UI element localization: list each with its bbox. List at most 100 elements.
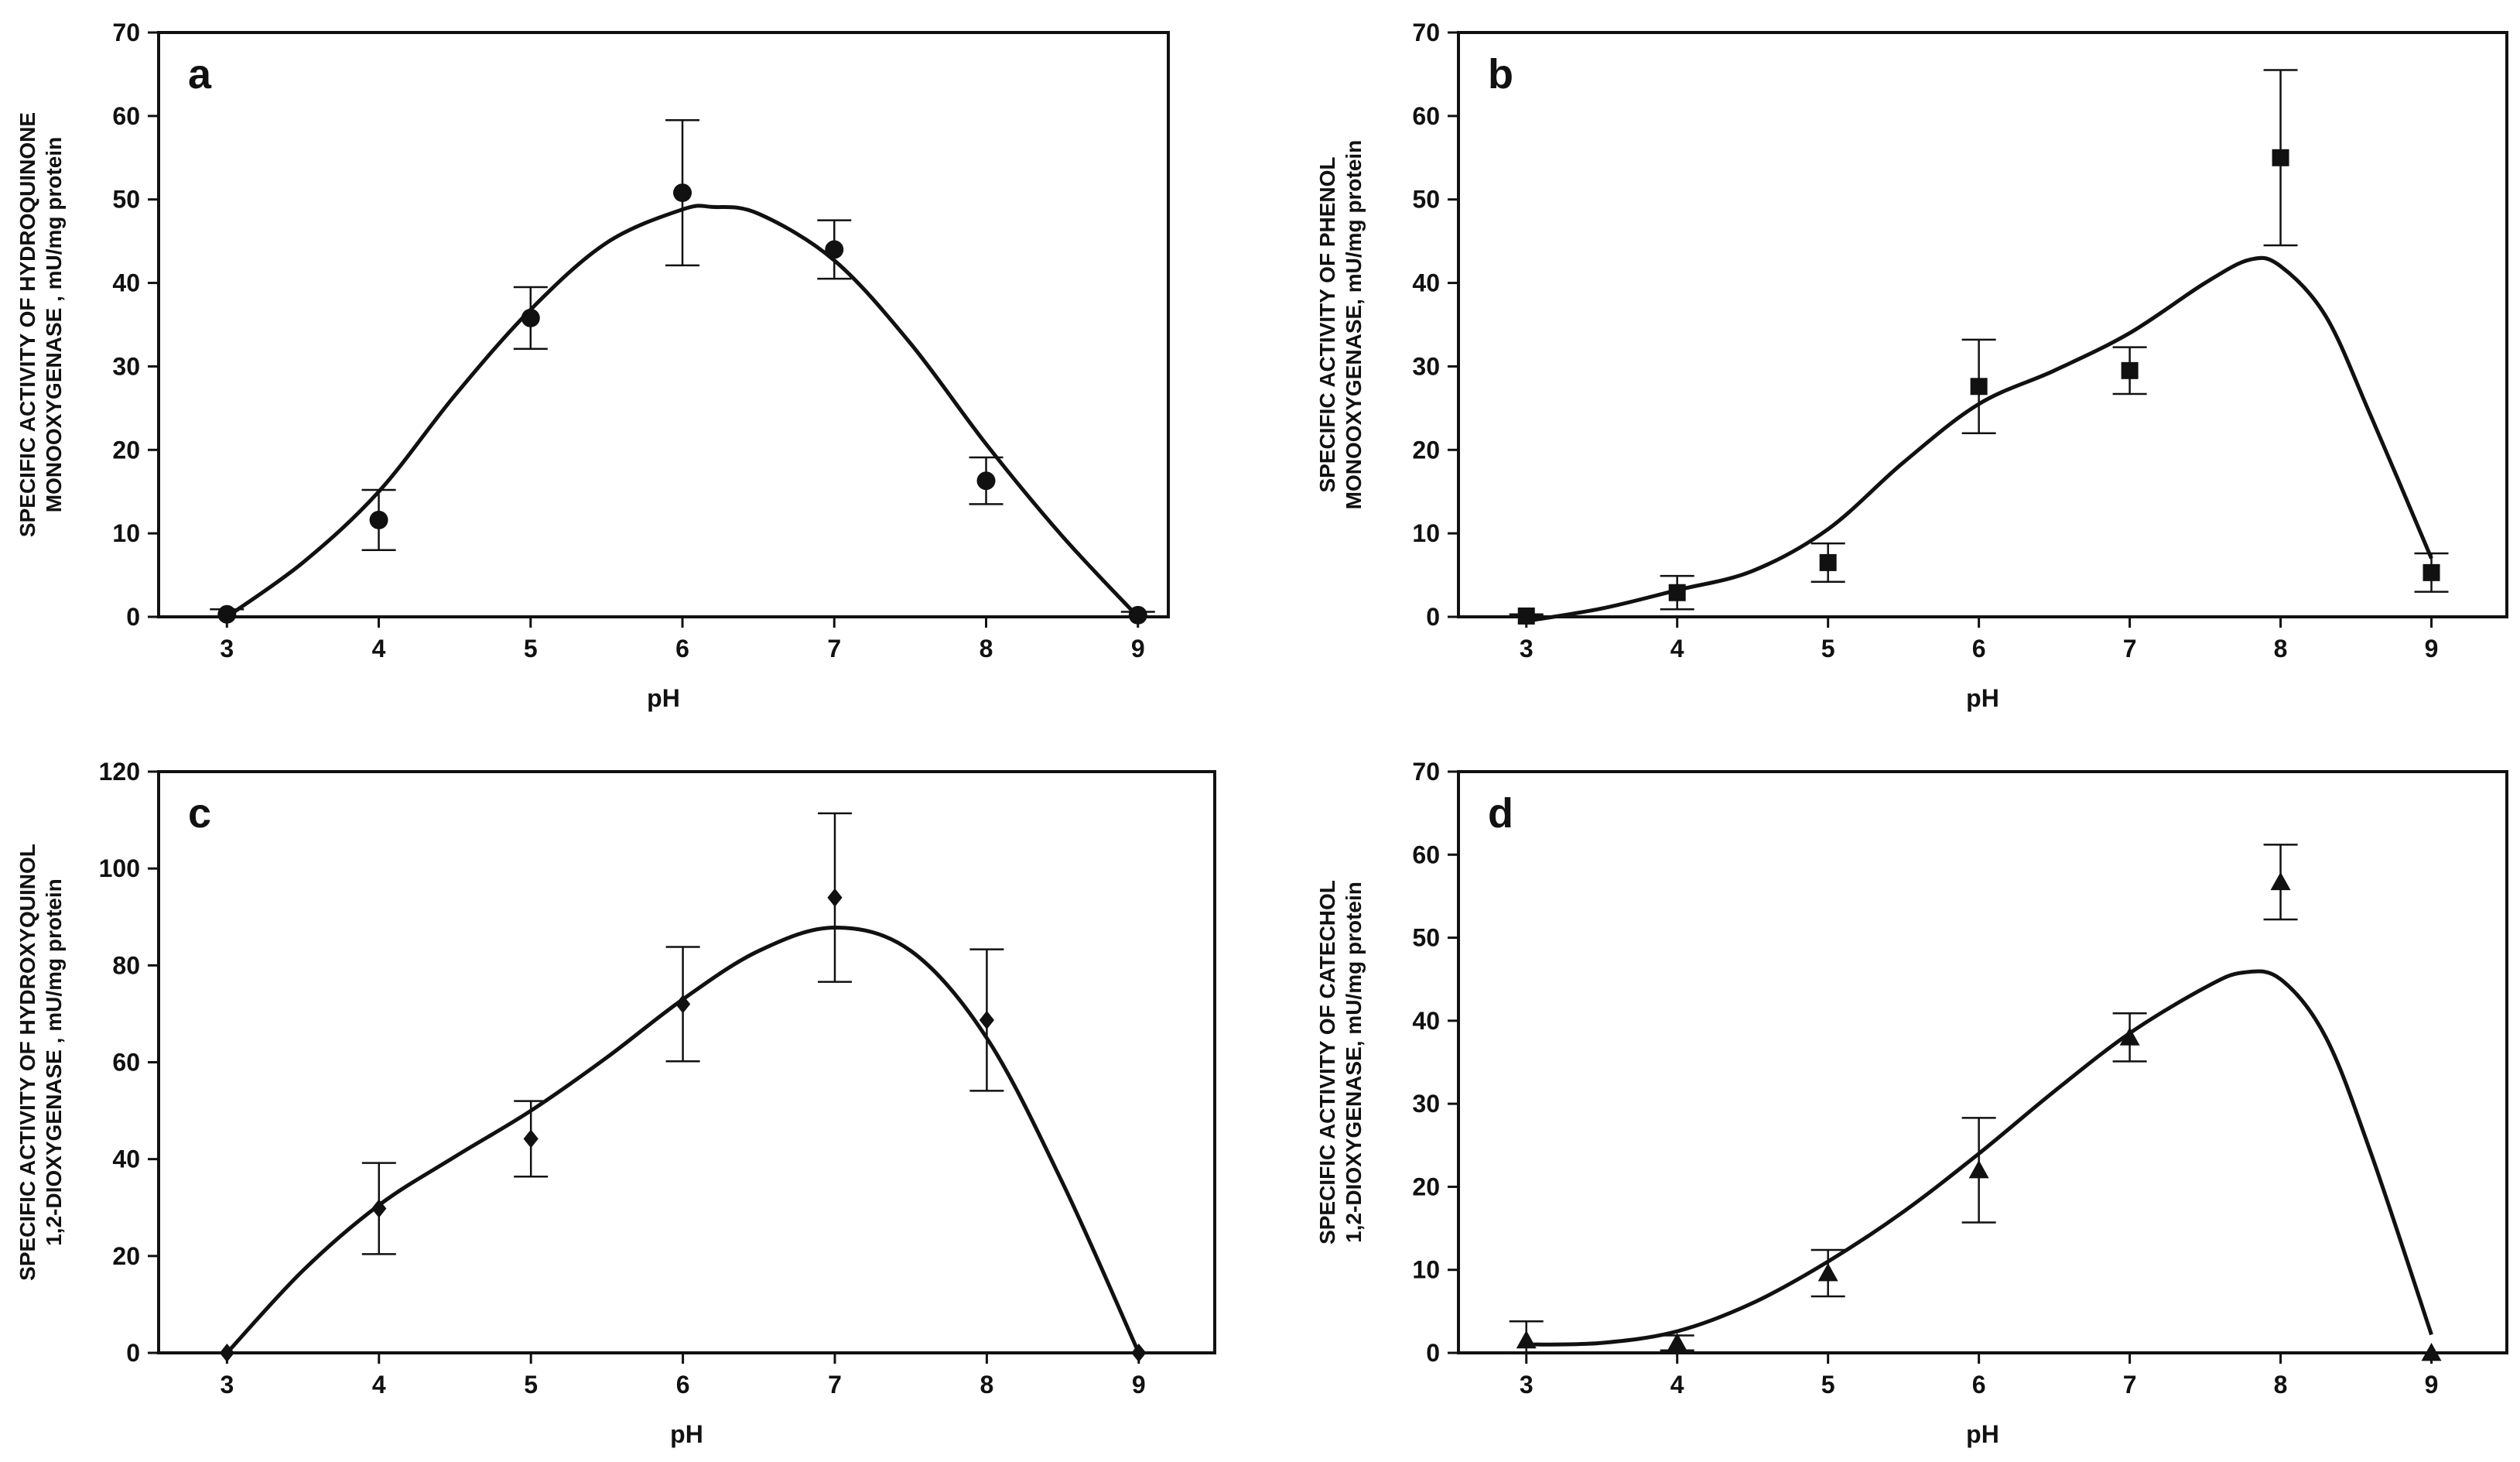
y-axis-label-line: MONOOXYGENASE, mU/mg protein bbox=[1342, 140, 1366, 510]
data-point bbox=[2421, 1343, 2442, 1361]
x-tick-label: 4 bbox=[372, 635, 386, 663]
data-point bbox=[1131, 1344, 1147, 1362]
data-point bbox=[1516, 1330, 1537, 1349]
panel-a: 3 4 5 6 7 8 9 0 10 20 30 40 50 60 70 pH SPECIFIC ACTIVIT… bbox=[15, 19, 1170, 712]
x-tick-label: 3 bbox=[1520, 1371, 1534, 1399]
data-point bbox=[673, 183, 692, 203]
y-tick-label: 20 bbox=[1412, 1173, 1440, 1200]
panel-letter: b bbox=[1488, 51, 1513, 98]
panel-b: 3 4 5 6 7 8 9 0 10 20 30 40 50 60 70 pH SPECIFIC ACTIVIT… bbox=[1315, 19, 2508, 712]
y-axis-label-line: 1,2-DIOXYGENASE, mU/mg protein bbox=[1342, 882, 1366, 1243]
x-tick-label: 4 bbox=[1670, 635, 1684, 663]
data-point bbox=[371, 1199, 387, 1218]
panel-c: 3 4 5 6 7 8 9 0 20 40 60 80 100 120 pH SPECIFIC ACTIVIT… bbox=[15, 758, 1216, 1448]
data-point bbox=[2423, 563, 2440, 581]
y-tick-label: 40 bbox=[112, 269, 140, 297]
y-axis-label-line: SPECIFIC ACTIVITY OF PHENOL bbox=[1315, 156, 1339, 492]
y-tick-label: 0 bbox=[126, 603, 140, 631]
y-tick-label: 60 bbox=[1412, 841, 1440, 868]
y-tick-label: 60 bbox=[112, 102, 140, 130]
y-tick-label: 10 bbox=[1412, 1256, 1440, 1284]
data-point bbox=[2121, 361, 2139, 379]
x-tick-label: 5 bbox=[1821, 1371, 1835, 1399]
x-tick-label: 7 bbox=[828, 1371, 842, 1399]
data-point bbox=[979, 1011, 994, 1030]
y-tick-label: 20 bbox=[1412, 436, 1440, 464]
x-tick-label: 6 bbox=[1972, 635, 1986, 663]
panel-letter: c bbox=[188, 790, 211, 837]
data-point bbox=[976, 471, 996, 491]
x-tick-label: 5 bbox=[1821, 635, 1835, 663]
data-point bbox=[2270, 871, 2291, 891]
y-tick-label: 30 bbox=[1412, 352, 1440, 380]
data-point bbox=[2119, 1027, 2140, 1046]
data-point bbox=[827, 888, 843, 907]
plot-frame bbox=[157, 31, 1170, 618]
y-tick-label: 50 bbox=[1412, 186, 1440, 214]
x-axis-label: pH bbox=[1966, 1420, 1999, 1448]
data-point bbox=[1128, 605, 1147, 625]
y-tick-label: 10 bbox=[112, 519, 140, 547]
y-tick-label: 20 bbox=[112, 436, 140, 464]
x-axis-label: pH bbox=[647, 684, 680, 712]
plot-frame bbox=[1457, 770, 2508, 1354]
data-point bbox=[1970, 378, 1988, 395]
y-tick-label: 30 bbox=[1412, 1090, 1440, 1118]
y-axis-label-line: SPECIFIC ACTIVITY OF HYDROQUINONE bbox=[15, 112, 39, 537]
data-point bbox=[1968, 1159, 1989, 1179]
y-tick-label: 40 bbox=[1412, 1007, 1440, 1035]
data-point bbox=[219, 1344, 234, 1362]
x-tick-label: 4 bbox=[372, 1371, 386, 1399]
x-tick-label: 9 bbox=[2425, 1371, 2439, 1399]
x-tick-label: 8 bbox=[980, 635, 993, 663]
data-point bbox=[825, 240, 844, 259]
y-tick-label: 0 bbox=[1426, 603, 1440, 631]
y-tick-label: 100 bbox=[99, 854, 140, 882]
y-tick-label: 40 bbox=[1412, 269, 1440, 297]
x-tick-label: 3 bbox=[1520, 635, 1534, 663]
data-point bbox=[369, 510, 388, 529]
data-point bbox=[1668, 584, 1686, 601]
x-tick-label: 7 bbox=[2123, 1371, 2137, 1399]
data-point bbox=[217, 604, 237, 624]
x-tick-label: 7 bbox=[827, 635, 841, 663]
y-tick-label: 60 bbox=[112, 1049, 140, 1077]
x-tick-label: 9 bbox=[1131, 635, 1145, 663]
y-tick-label: 40 bbox=[112, 1145, 140, 1173]
x-tick-label: 4 bbox=[1670, 1371, 1684, 1399]
x-tick-label: 9 bbox=[2425, 635, 2439, 663]
plot-frame bbox=[1457, 31, 2508, 618]
x-tick-label: 8 bbox=[980, 1371, 993, 1399]
y-axis-label-line: MONOOXYGENASE , mU/mg protein bbox=[42, 137, 66, 512]
y-tick-label: 0 bbox=[126, 1339, 140, 1367]
panel-letter: a bbox=[188, 51, 212, 98]
data-point bbox=[1667, 1333, 1687, 1351]
data-point bbox=[521, 308, 540, 327]
fit-curve bbox=[225, 204, 1140, 619]
y-tick-label: 50 bbox=[112, 186, 140, 214]
x-tick-label: 5 bbox=[524, 1371, 538, 1399]
y-tick-label: 20 bbox=[112, 1242, 140, 1270]
y-tick-label: 30 bbox=[112, 352, 140, 380]
x-tick-label: 6 bbox=[676, 1371, 690, 1399]
x-tick-label: 3 bbox=[220, 1371, 234, 1399]
data-point bbox=[1517, 607, 1535, 625]
y-axis-label-line: 1,2-DIOXYGENASE , mU/mg protein bbox=[42, 878, 66, 1246]
data-point bbox=[523, 1129, 539, 1149]
x-tick-label: 8 bbox=[2274, 1371, 2288, 1399]
data-point bbox=[1817, 1263, 1838, 1282]
y-tick-label: 120 bbox=[99, 758, 140, 786]
y-tick-label: 0 bbox=[1426, 1339, 1440, 1367]
y-tick-label: 70 bbox=[1412, 19, 1440, 46]
fit-curve bbox=[1526, 255, 2433, 623]
x-axis-label: pH bbox=[1966, 684, 1999, 712]
y-tick-label: 70 bbox=[1412, 758, 1440, 786]
y-tick-label: 10 bbox=[1412, 519, 1440, 547]
x-tick-label: 7 bbox=[2123, 635, 2137, 663]
data-point bbox=[2272, 149, 2289, 166]
x-tick-label: 8 bbox=[2274, 635, 2288, 663]
y-axis-label-line: SPECIFIC ACTIVITY OF CATECHOL bbox=[1315, 880, 1339, 1245]
panel-d: 3 4 5 6 7 8 9 0 10 20 30 40 50 60 70 pH SPECIFIC ACTIVIT… bbox=[1315, 758, 2508, 1448]
y-tick-label: 50 bbox=[1412, 924, 1440, 952]
